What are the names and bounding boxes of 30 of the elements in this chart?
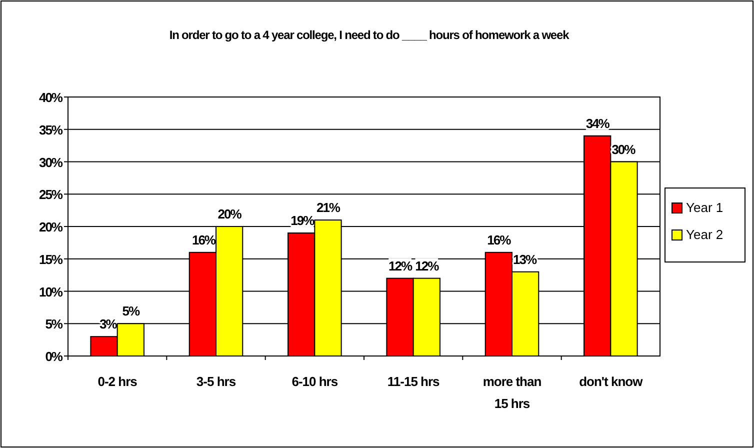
- y-tick-label: 5%: [45, 316, 64, 332]
- data-label: 34%: [586, 116, 610, 131]
- y-tick-label: 35%: [38, 122, 64, 138]
- y-tick-label: 30%: [38, 154, 64, 170]
- x-tick-label: 3-5 hrs: [196, 374, 236, 389]
- legend-label: Year 1: [686, 200, 724, 215]
- legend-label: Year 2: [686, 227, 724, 242]
- data-label: 16%: [487, 232, 512, 248]
- y-tick-label: 0%: [45, 349, 64, 364]
- x-tick-label: 11-15 hrs: [387, 374, 440, 389]
- data-label: 12%: [415, 258, 440, 274]
- y-tick-label: 40%: [38, 90, 64, 105]
- y-tick-label: 20%: [38, 220, 64, 234]
- data-label: 3%: [100, 316, 118, 332]
- y-tick-label: 10%: [38, 284, 64, 300]
- chart-title: In order to go to a 4 year college, I need to do ____ hours of homework a week: [169, 28, 570, 42]
- data-label: 21%: [316, 200, 341, 216]
- y-tick-label: 15%: [38, 252, 64, 267]
- data-label: 19%: [290, 212, 316, 228]
- data-label: 16%: [192, 232, 216, 248]
- data-label: 12%: [388, 258, 413, 274]
- data-label: 5%: [122, 304, 140, 319]
- x-tick-label: more than 15 hrs: [482, 374, 542, 411]
- y-tick-label: 25%: [38, 187, 64, 202]
- data-label: 20%: [218, 206, 242, 222]
- x-tick-label: don't know: [579, 374, 644, 389]
- x-tick-label: 0-2 hrs: [98, 374, 138, 389]
- x-tick-label: 6-10 hrs: [292, 374, 338, 389]
- data-label: 13%: [513, 252, 538, 267]
- data-label: 30%: [612, 142, 636, 157]
